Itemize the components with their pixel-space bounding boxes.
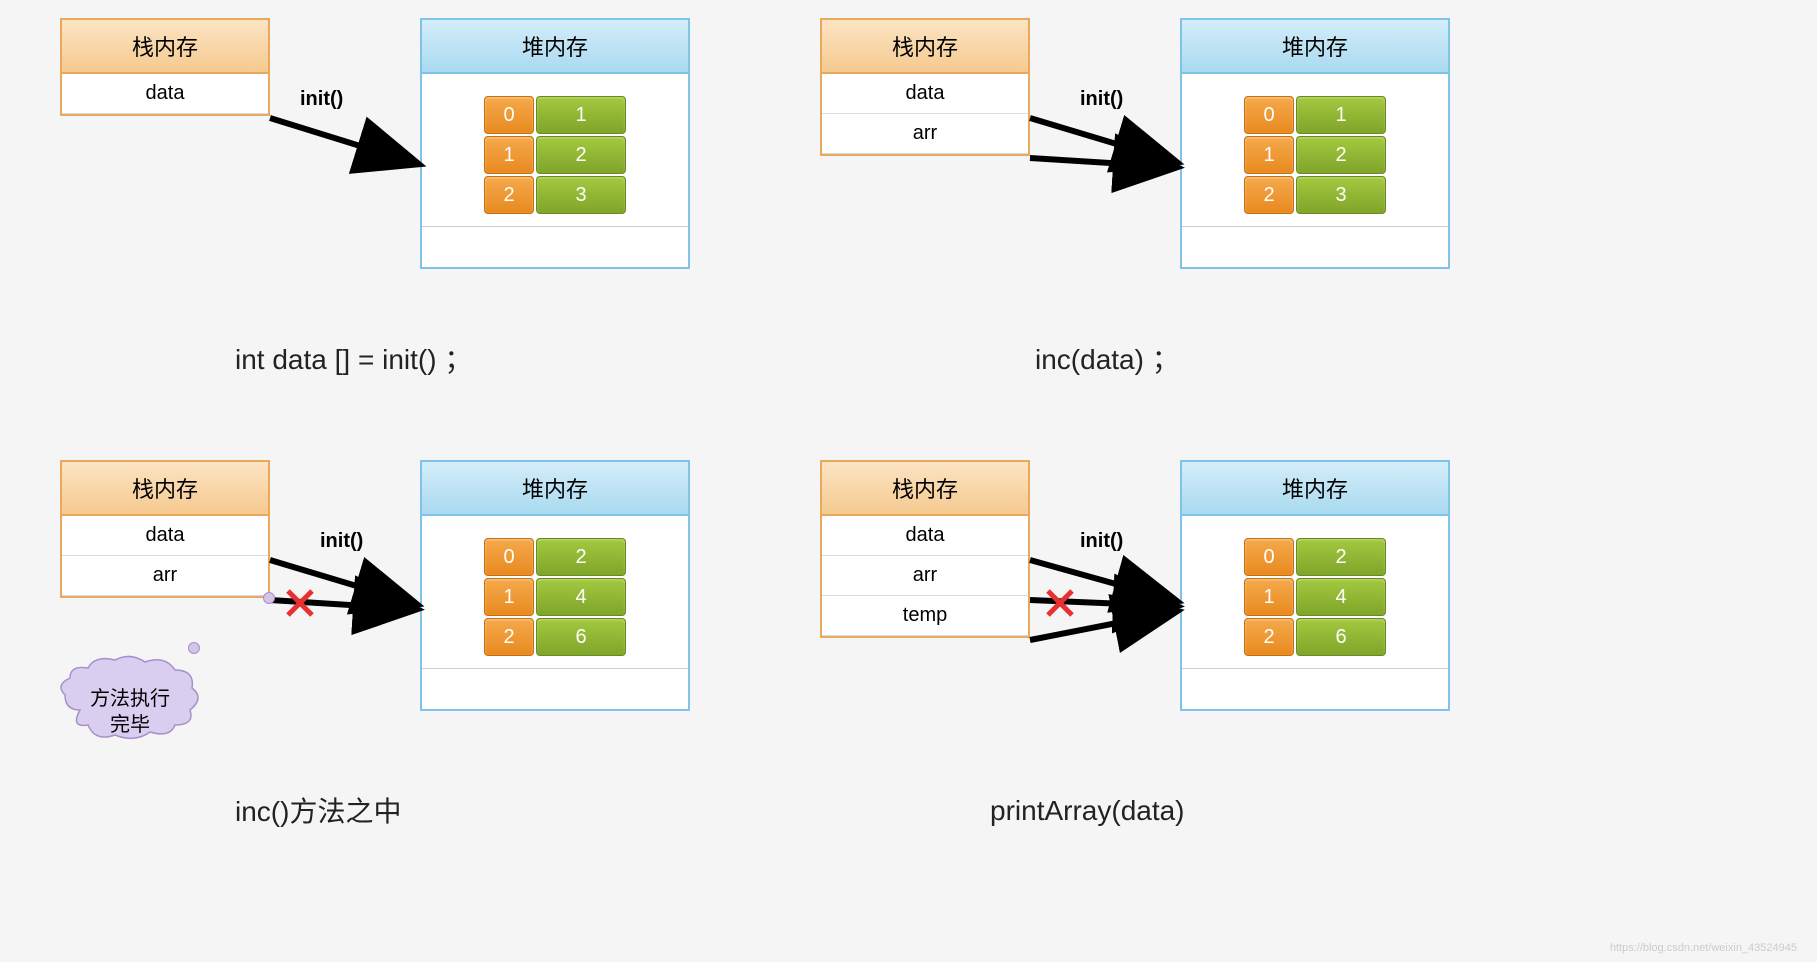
init-label: init() bbox=[1080, 88, 1123, 111]
array-idx-cell: 2 bbox=[1244, 176, 1294, 214]
caption: int data [] = init() ； bbox=[235, 338, 472, 378]
stack-row-arr: arr bbox=[822, 556, 1028, 596]
cloud-line1: 方法执行 bbox=[55, 686, 205, 712]
array-idx-cell: 1 bbox=[1244, 578, 1294, 616]
stack-box: 栈内存 data arr temp bbox=[820, 460, 1030, 638]
array-val-cell: 1 bbox=[536, 96, 626, 134]
stack-row-temp: temp bbox=[822, 596, 1028, 636]
arrow bbox=[270, 560, 413, 603]
heap-content: 01 12 23 bbox=[422, 74, 688, 227]
arrow bbox=[1030, 560, 1173, 600]
heap-footer bbox=[422, 669, 688, 709]
array-idx-cell: 0 bbox=[1244, 538, 1294, 576]
array-idx-cell: 1 bbox=[484, 578, 534, 616]
heap-header: 堆内存 bbox=[1182, 462, 1448, 516]
stack-row-data: data bbox=[62, 516, 268, 556]
array-table: 01 12 23 bbox=[482, 94, 628, 216]
array-idx-cell: 2 bbox=[484, 176, 534, 214]
array-idx-cell: 2 bbox=[484, 618, 534, 656]
array-val-cell: 1 bbox=[1296, 96, 1386, 134]
heap-box: 堆内存 01 12 23 bbox=[1180, 18, 1450, 269]
caption: inc()方法之中 bbox=[235, 790, 401, 830]
array-idx-cell: 0 bbox=[484, 96, 534, 134]
init-label: init() bbox=[300, 88, 343, 111]
array-val-cell: 2 bbox=[536, 136, 626, 174]
cloud-bubble-icon bbox=[188, 642, 200, 654]
array-val-cell: 6 bbox=[536, 618, 626, 656]
heap-footer bbox=[1182, 227, 1448, 267]
arrow bbox=[1030, 118, 1173, 161]
cloud-text: 方法执行 完毕 bbox=[55, 672, 205, 752]
heap-content: 01 12 23 bbox=[1182, 74, 1448, 227]
heap-header: 堆内存 bbox=[1182, 20, 1448, 74]
array-idx-cell: 0 bbox=[484, 538, 534, 576]
quadrant-3: 栈内存 data arr 堆内存 02 14 26 init() 方法执行 完毕 bbox=[60, 460, 760, 880]
array-table: 02 14 26 bbox=[482, 536, 628, 658]
array-table: 01 12 23 bbox=[1242, 94, 1388, 216]
array-idx-cell: 1 bbox=[484, 136, 534, 174]
heap-content: 02 14 26 bbox=[422, 516, 688, 669]
array-val-cell: 4 bbox=[1296, 578, 1386, 616]
cloud-line2: 完毕 bbox=[55, 712, 205, 738]
quadrant-2: 栈内存 data arr 堆内存 01 12 23 init() inc(dat… bbox=[820, 18, 1520, 398]
heap-header: 堆内存 bbox=[422, 462, 688, 516]
heap-box: 堆内存 01 12 23 bbox=[420, 18, 690, 269]
stack-header: 栈内存 bbox=[62, 20, 268, 74]
stack-box: 栈内存 data arr bbox=[820, 18, 1030, 156]
stack-box: 栈内存 data bbox=[60, 18, 270, 116]
array-val-cell: 2 bbox=[1296, 136, 1386, 174]
array-val-cell: 3 bbox=[536, 176, 626, 214]
stack-row-arr: arr bbox=[822, 114, 1028, 154]
array-idx-cell: 2 bbox=[1244, 618, 1294, 656]
stack-row-arr: arr bbox=[62, 556, 268, 596]
cloud-bubble-icon bbox=[263, 592, 275, 604]
arrow bbox=[1030, 600, 1173, 606]
cross-icon bbox=[1048, 591, 1072, 615]
array-val-cell: 4 bbox=[536, 578, 626, 616]
stack-header: 栈内存 bbox=[822, 20, 1028, 74]
stack-box: 栈内存 data arr bbox=[60, 460, 270, 598]
arrow bbox=[270, 600, 413, 609]
heap-box: 堆内存 02 14 26 bbox=[420, 460, 690, 711]
arrow bbox=[1030, 158, 1173, 167]
stack-row-data: data bbox=[822, 516, 1028, 556]
quadrant-4: 栈内存 data arr temp 堆内存 02 14 26 init() pr… bbox=[820, 460, 1520, 880]
array-idx-cell: 0 bbox=[1244, 96, 1294, 134]
array-val-cell: 2 bbox=[536, 538, 626, 576]
array-val-cell: 6 bbox=[1296, 618, 1386, 656]
stack-row-data: data bbox=[62, 74, 268, 114]
caption: inc(data) ； bbox=[1035, 338, 1180, 378]
arrow bbox=[1030, 612, 1173, 640]
arrow bbox=[270, 118, 415, 163]
array-table: 02 14 26 bbox=[1242, 536, 1388, 658]
init-label: init() bbox=[320, 530, 363, 553]
heap-footer bbox=[422, 227, 688, 267]
init-label: init() bbox=[1080, 530, 1123, 553]
array-val-cell: 3 bbox=[1296, 176, 1386, 214]
heap-header: 堆内存 bbox=[422, 20, 688, 74]
stack-header: 栈内存 bbox=[822, 462, 1028, 516]
heap-footer bbox=[1182, 669, 1448, 709]
array-idx-cell: 1 bbox=[1244, 136, 1294, 174]
heap-box: 堆内存 02 14 26 bbox=[1180, 460, 1450, 711]
heap-content: 02 14 26 bbox=[1182, 516, 1448, 669]
quadrant-1: 栈内存 data 堆内存 01 12 23 init() int data []… bbox=[60, 18, 760, 398]
watermark: https://blog.csdn.net/weixin_43524945 bbox=[1610, 942, 1797, 954]
stack-row-data: data bbox=[822, 74, 1028, 114]
cross-icon bbox=[288, 591, 312, 615]
caption: printArray(data) bbox=[990, 795, 1185, 827]
stack-header: 栈内存 bbox=[62, 462, 268, 516]
array-val-cell: 2 bbox=[1296, 538, 1386, 576]
